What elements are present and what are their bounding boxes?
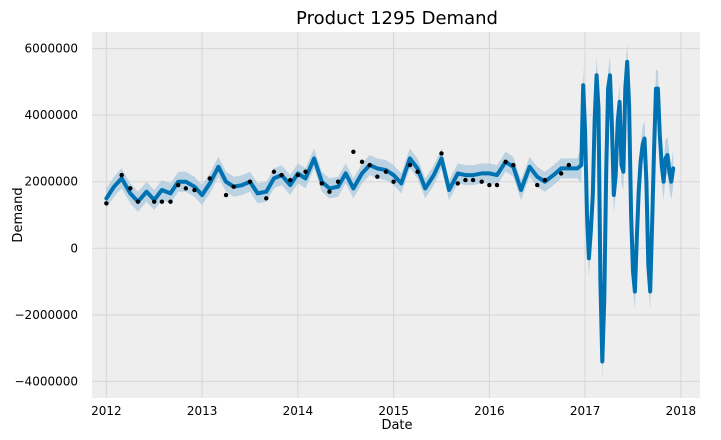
x-tick-label: 2016 <box>474 404 505 418</box>
observed-point <box>407 162 413 168</box>
x-tick-label: 2013 <box>187 404 218 418</box>
observed-point <box>391 179 396 184</box>
observed-point <box>511 162 516 168</box>
y-tick-label: 6000000 <box>25 42 78 56</box>
observed-point <box>175 182 181 188</box>
observed-point <box>264 196 269 201</box>
observed-point <box>535 182 540 188</box>
y-tick-label: −2000000 <box>15 308 79 322</box>
observed-point <box>231 184 236 189</box>
observed-point <box>271 169 277 174</box>
observed-point <box>383 169 389 174</box>
observed-points <box>104 149 572 206</box>
observed-point <box>152 199 157 204</box>
observed-point <box>207 176 212 181</box>
observed-point <box>168 199 173 204</box>
observed-point <box>558 171 564 176</box>
observed-point <box>303 169 308 174</box>
observed-point <box>192 187 197 193</box>
observed-point <box>375 174 380 179</box>
observed-point <box>359 159 365 164</box>
observed-point <box>415 169 420 174</box>
observed-point <box>479 179 484 184</box>
observed-point <box>351 149 356 154</box>
x-axis-label: Date <box>381 418 412 433</box>
x-tick-label: 2017 <box>570 404 601 418</box>
y-axis-ticks: −4000000 −2000000 0 2000000 4000000 6000000 <box>15 42 79 389</box>
observed-point <box>463 177 468 183</box>
x-tick-label: 2014 <box>283 404 314 418</box>
observed-point <box>319 181 324 186</box>
observed-point <box>327 189 332 194</box>
observed-point <box>455 181 460 186</box>
observed-point <box>494 182 500 188</box>
y-tick-label: −4000000 <box>15 374 79 388</box>
y-axis-label: Demand <box>11 187 26 242</box>
observed-point <box>487 182 492 188</box>
y-tick-label: 2000000 <box>25 175 78 189</box>
observed-point <box>159 199 165 204</box>
x-tick-label: 2015 <box>378 404 409 418</box>
chart-title: Product 1295 Demand <box>296 8 498 29</box>
observed-point <box>183 186 189 191</box>
observed-point <box>128 186 133 191</box>
observed-point <box>279 172 284 178</box>
observed-point <box>470 177 476 183</box>
y-tick-label: 4000000 <box>25 108 78 122</box>
x-tick-label: 2012 <box>91 404 122 418</box>
x-axis-ticks: 2012 2013 2014 2015 2016 2017 2018 <box>91 404 696 418</box>
observed-point <box>104 201 109 206</box>
observed-point <box>247 179 253 184</box>
x-tick-label: 2018 <box>666 404 697 418</box>
observed-point <box>439 151 444 156</box>
observed-point <box>542 177 548 183</box>
observed-point <box>367 162 372 168</box>
observed-point <box>119 172 124 178</box>
observed-point <box>223 192 229 198</box>
observed-point <box>295 172 301 178</box>
observed-point <box>135 199 141 204</box>
y-tick-label: 0 <box>70 241 78 255</box>
observed-point <box>503 159 508 164</box>
observed-point <box>335 179 341 184</box>
observed-point <box>566 162 572 168</box>
observed-point <box>287 177 293 183</box>
